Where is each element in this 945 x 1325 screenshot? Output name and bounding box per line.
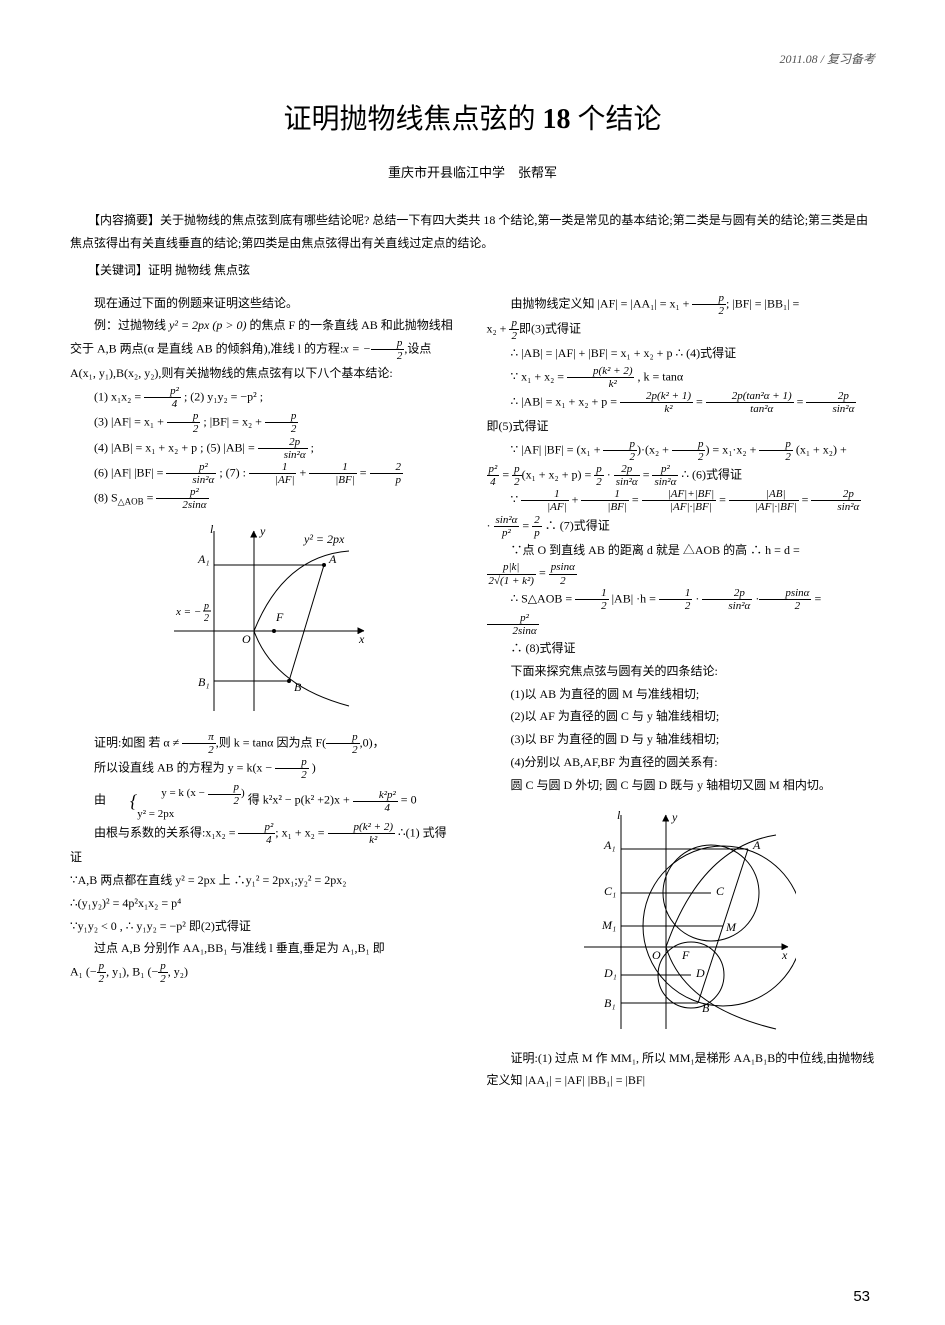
- r-ab-chain: ∴ |AB| = x₁ + x₂ + p = 2p(k² + 1)k² = 2p…: [487, 390, 876, 415]
- svg-text:C₁: C₁: [604, 884, 616, 898]
- proof-system: 由{y = k (x − p2)y² = 2px 得 k²x² − p(k² +…: [70, 781, 459, 820]
- r-recip-sum: ∵ 1|AF| + 1|BF| = |AF|+|BF||AF|·|BF| = |…: [487, 488, 876, 513]
- svg-text:M₁: M₁: [601, 918, 616, 932]
- proof-intro: 证明:如图 若 α ≠ π2,则 k = tanα 因为点 F(p2,0)，: [70, 731, 459, 756]
- left-column: 现在通过下面的例题来证明这些结论。 例：过抛物线 y² = 2px (p > 0…: [70, 292, 459, 1093]
- author-affiliation: 重庆市开县临江中学: [388, 165, 505, 180]
- svg-text:B: B: [702, 1001, 710, 1015]
- author-line: 重庆市开县临江中学 张帮军: [70, 162, 875, 181]
- svg-text:y: y: [259, 524, 266, 538]
- circle-conclusion-2: (2)以 AF 为直径的圆 C 与 y 轴准线相切;: [487, 705, 876, 728]
- conclusion-6-7: (6) |AF| |BF| = p²sin²α ; (7) : 1|AF| + …: [70, 461, 459, 486]
- title-suffix: 个结论: [571, 104, 662, 135]
- svg-text:x: x: [358, 632, 365, 646]
- abstract: 【内容摘要】关于抛物线的焦点弦到底有哪些结论呢? 总结一下有四大类共 18 个结…: [70, 209, 875, 255]
- svg-text:A: A: [328, 552, 337, 566]
- svg-text:D₁: D₁: [603, 966, 617, 980]
- author-name: 张帮军: [518, 165, 557, 180]
- r-afbf-chain: p²4 = p2(x₁ + x₂ + p) = p2 · 2psin²α = p…: [487, 463, 876, 488]
- r-circle-intro: 下面来探究焦点弦与圆有关的四条结论:: [487, 660, 876, 683]
- proof-line-ab-eq: 所以设直线 AB 的方程为 y = k(x − p2 ): [70, 756, 459, 781]
- r-4-qed: ∴ |AB| = |AF| + |BF| = x₁ + x₂ + p ∴ (4)…: [487, 342, 876, 365]
- circle-conclusion-1: (1)以 AB 为直径的圆 M 与准线相切;: [487, 683, 876, 706]
- proof-yy-sq: ∴(y₁y₂)² = 4p²x₁x₂ = p⁴: [70, 892, 459, 915]
- figure-2: l y A₁ A C₁ C M₁ M O F x D₁ D B₁ B: [566, 807, 796, 1037]
- svg-text:l: l: [617, 808, 621, 822]
- svg-text:A₁: A₁: [603, 838, 616, 852]
- keywords-label: 【关键词】: [94, 263, 148, 277]
- conclusion-3: (3) |AF| = x₁ + p2 ; |BF| = x₂ + p2: [70, 410, 459, 435]
- svg-text:D: D: [695, 966, 705, 980]
- r-afbf-expand: ∵ |AF| |BF| = (x₁ + p2)·(x₂ + p2) = x₁·x…: [487, 438, 876, 463]
- r-dist: ∵点 O 到直线 AB 的距离 d 就是 △AOB 的高 ∴ h = d =: [487, 539, 876, 562]
- keywords-text: 证明 抛物线 焦点弦: [148, 263, 250, 277]
- example-statement: 例：过抛物线 y² = 2px (p > 0) 的焦点 F 的一条直线 AB 和…: [70, 314, 459, 385]
- r-8-qed: ∴ (8)式得证: [487, 637, 876, 660]
- title-prefix: 证明抛物线焦点弦的: [283, 104, 542, 135]
- svg-text:l: l: [210, 522, 214, 536]
- svg-text:y² = 2px: y² = 2px: [303, 532, 345, 546]
- svg-text:y: y: [671, 810, 678, 824]
- svg-text:A: A: [752, 838, 761, 852]
- circle-conclusion-4: (4)分别以 AB,AF,BF 为直径的圆关系有:: [487, 751, 876, 774]
- svg-text:O: O: [242, 632, 251, 646]
- proof-vieta: 由根与系数的关系得:x₁x₂ = p²4; x₁ + x₂ = p(k² + 2…: [70, 821, 459, 869]
- r-def: 由抛物线定义知 |AF| = |AA₁| = x₁ + p2; |BF| = |…: [487, 292, 876, 317]
- circle-conclusion-4b: 圆 C 与圆 D 外切; 圆 C 与圆 D 既与 y 轴相切又圆 M 相内切。: [487, 774, 876, 797]
- svg-text:M: M: [725, 920, 737, 934]
- svg-text:x = −: x = −: [175, 606, 201, 618]
- svg-text:2: 2: [204, 613, 209, 624]
- two-column-body: 现在通过下面的例题来证明这些结论。 例：过抛物线 y² = 2px (p > 0…: [70, 292, 875, 1093]
- svg-text:F: F: [275, 610, 284, 624]
- conclusion-4-5: (4) |AB| = x₁ + x₂ + p ; (5) |AB| = 2psi…: [70, 436, 459, 461]
- r-dist-val: p|k|2√(1 + k²) = psinα2: [487, 561, 876, 586]
- svg-text:C: C: [716, 884, 725, 898]
- abstract-text: 关于抛物线的焦点弦到底有哪些结论呢? 总结一下有四大类共 18 个结论,第一类是…: [70, 213, 868, 250]
- svg-text:B: B: [294, 680, 302, 694]
- proof-a1b1: A₁ (−p2, y₁), B₁ (−p2, y₂): [70, 960, 459, 985]
- proof-perp: 过点 A,B 分别作 AA₁,BB₁ 与准线 l 垂直,垂足为 A₁,B₁ 即: [70, 937, 459, 960]
- article-title: 证明抛物线焦点弦的 18 个结论: [70, 97, 875, 137]
- issue-meta: 2011.08 / 复习备考: [70, 50, 875, 67]
- proof-y-on-curve: ∵A,B 两点都在直线 y² = 2px 上 ∴y₁² = 2px₁;y₂² =…: [70, 869, 459, 892]
- svg-text:x: x: [781, 948, 788, 962]
- svg-text:O: O: [652, 948, 661, 962]
- conclusion-1-2: (1) x₁x₂ = p²4 ; (2) y₁y₂ = −p² ;: [70, 385, 459, 410]
- r-3-qed: x₂ + p2即(3)式得证: [487, 317, 876, 342]
- svg-text:B₁: B₁: [198, 675, 210, 689]
- svg-text:F: F: [681, 948, 690, 962]
- r-x1x2-sum: ∵ x₁ + x₂ = p(k² + 2)k² , k = tanα: [487, 365, 876, 390]
- conclusion-8: (8) S△AOB = p²2sinα: [70, 486, 459, 511]
- r-5-qed: 即(5)式得证: [487, 415, 876, 438]
- intro-line: 现在通过下面的例题来证明这些结论。: [70, 292, 459, 315]
- proof-yy-neg: ∵y₁y₂ < 0 , ∴ y₁y₂ = −p² 即(2)式得证: [70, 915, 459, 938]
- abstract-label: 【内容摘要】: [94, 213, 160, 227]
- svg-text:A₁: A₁: [197, 552, 210, 566]
- circle-conclusion-3: (3)以 BF 为直径的圆 D 与 y 轴准线相切;: [487, 728, 876, 751]
- title-number: 18: [543, 104, 571, 135]
- keywords: 【关键词】证明 抛物线 焦点弦: [70, 261, 875, 278]
- svg-text:p: p: [203, 601, 209, 612]
- page-number: 53: [853, 1288, 870, 1305]
- svg-text:B₁: B₁: [604, 996, 616, 1010]
- proof-2: 证明:(1) 过点 M 作 MM₁, 所以 MM₁是梯形 AA₁B₁B的中位线,…: [487, 1047, 876, 1093]
- r-recip-qed: · sin²αp² = 2p ∴ (7)式得证: [487, 514, 876, 539]
- figure-1: l y y² = 2px A₁ A x = − p 2 F O x B₁ B: [154, 521, 374, 721]
- right-column: 由抛物线定义知 |AF| = |AA₁| = x₁ + p2; |BF| = |…: [487, 292, 876, 1093]
- r-area: ∴ S△AOB = 12 |AB| ·h = 12 · 2psin²α ·psi…: [487, 587, 876, 637]
